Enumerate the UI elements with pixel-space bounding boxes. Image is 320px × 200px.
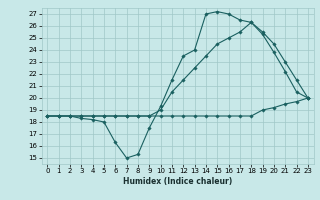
X-axis label: Humidex (Indice chaleur): Humidex (Indice chaleur) <box>123 177 232 186</box>
